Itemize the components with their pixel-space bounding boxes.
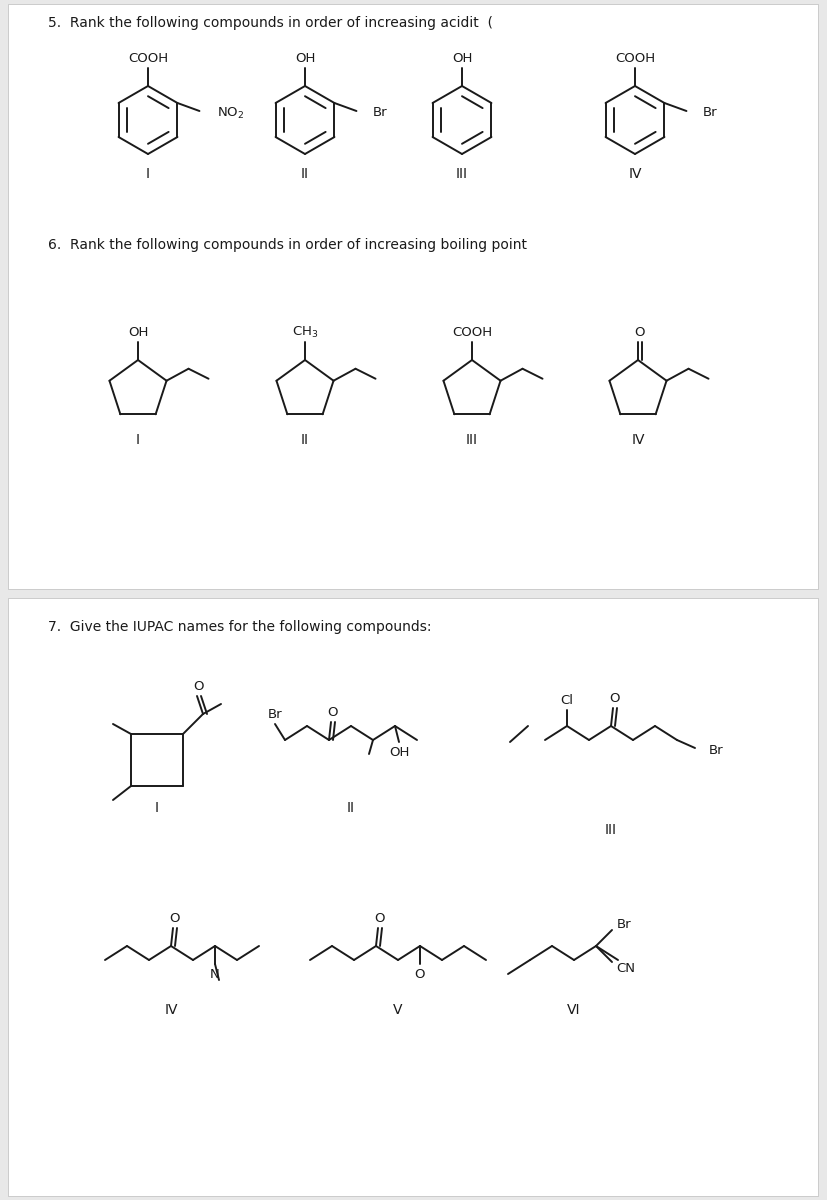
Text: I: I: [155, 802, 159, 815]
Text: O: O: [414, 967, 425, 980]
Text: O: O: [170, 912, 180, 925]
Text: CH$_3$: CH$_3$: [291, 324, 318, 340]
Text: CN: CN: [616, 961, 635, 974]
Text: COOH: COOH: [614, 53, 654, 66]
Text: II: II: [301, 167, 308, 181]
Text: V: V: [393, 1003, 402, 1018]
Text: Br: Br: [372, 107, 386, 120]
Text: O: O: [634, 326, 644, 340]
Text: COOH: COOH: [452, 326, 491, 340]
Text: OH: OH: [294, 53, 315, 66]
Text: II: II: [347, 802, 355, 815]
Text: I: I: [136, 433, 140, 446]
Text: O: O: [609, 692, 619, 706]
Text: Br: Br: [616, 918, 630, 930]
Text: Br: Br: [267, 708, 282, 720]
Text: OH: OH: [127, 326, 148, 340]
Text: O: O: [327, 707, 338, 720]
Text: III: III: [605, 823, 616, 838]
Text: IV: IV: [630, 433, 644, 446]
Text: COOH: COOH: [128, 53, 168, 66]
Text: NO$_2$: NO$_2$: [218, 106, 245, 120]
Text: III: III: [456, 167, 467, 181]
Text: VI: VI: [566, 1003, 580, 1018]
Text: 5.  Rank the following compounds in order of increasing acidit  (: 5. Rank the following compounds in order…: [48, 16, 492, 30]
Text: IV: IV: [628, 167, 641, 181]
FancyBboxPatch shape: [8, 598, 817, 1196]
Text: II: II: [301, 433, 308, 446]
Text: N: N: [210, 967, 220, 980]
Text: OH: OH: [389, 745, 409, 758]
Text: I: I: [146, 167, 150, 181]
Text: O: O: [375, 912, 385, 925]
Text: Cl: Cl: [560, 694, 573, 707]
Text: III: III: [466, 433, 477, 446]
Text: OH: OH: [452, 53, 471, 66]
Text: O: O: [194, 680, 204, 694]
Text: IV: IV: [164, 1003, 178, 1018]
Text: Br: Br: [708, 744, 723, 756]
Text: 7.  Give the IUPAC names for the following compounds:: 7. Give the IUPAC names for the followin…: [48, 620, 431, 634]
FancyBboxPatch shape: [8, 4, 817, 589]
Text: 6.  Rank the following compounds in order of increasing boiling point: 6. Rank the following compounds in order…: [48, 238, 526, 252]
Text: Br: Br: [701, 107, 716, 120]
